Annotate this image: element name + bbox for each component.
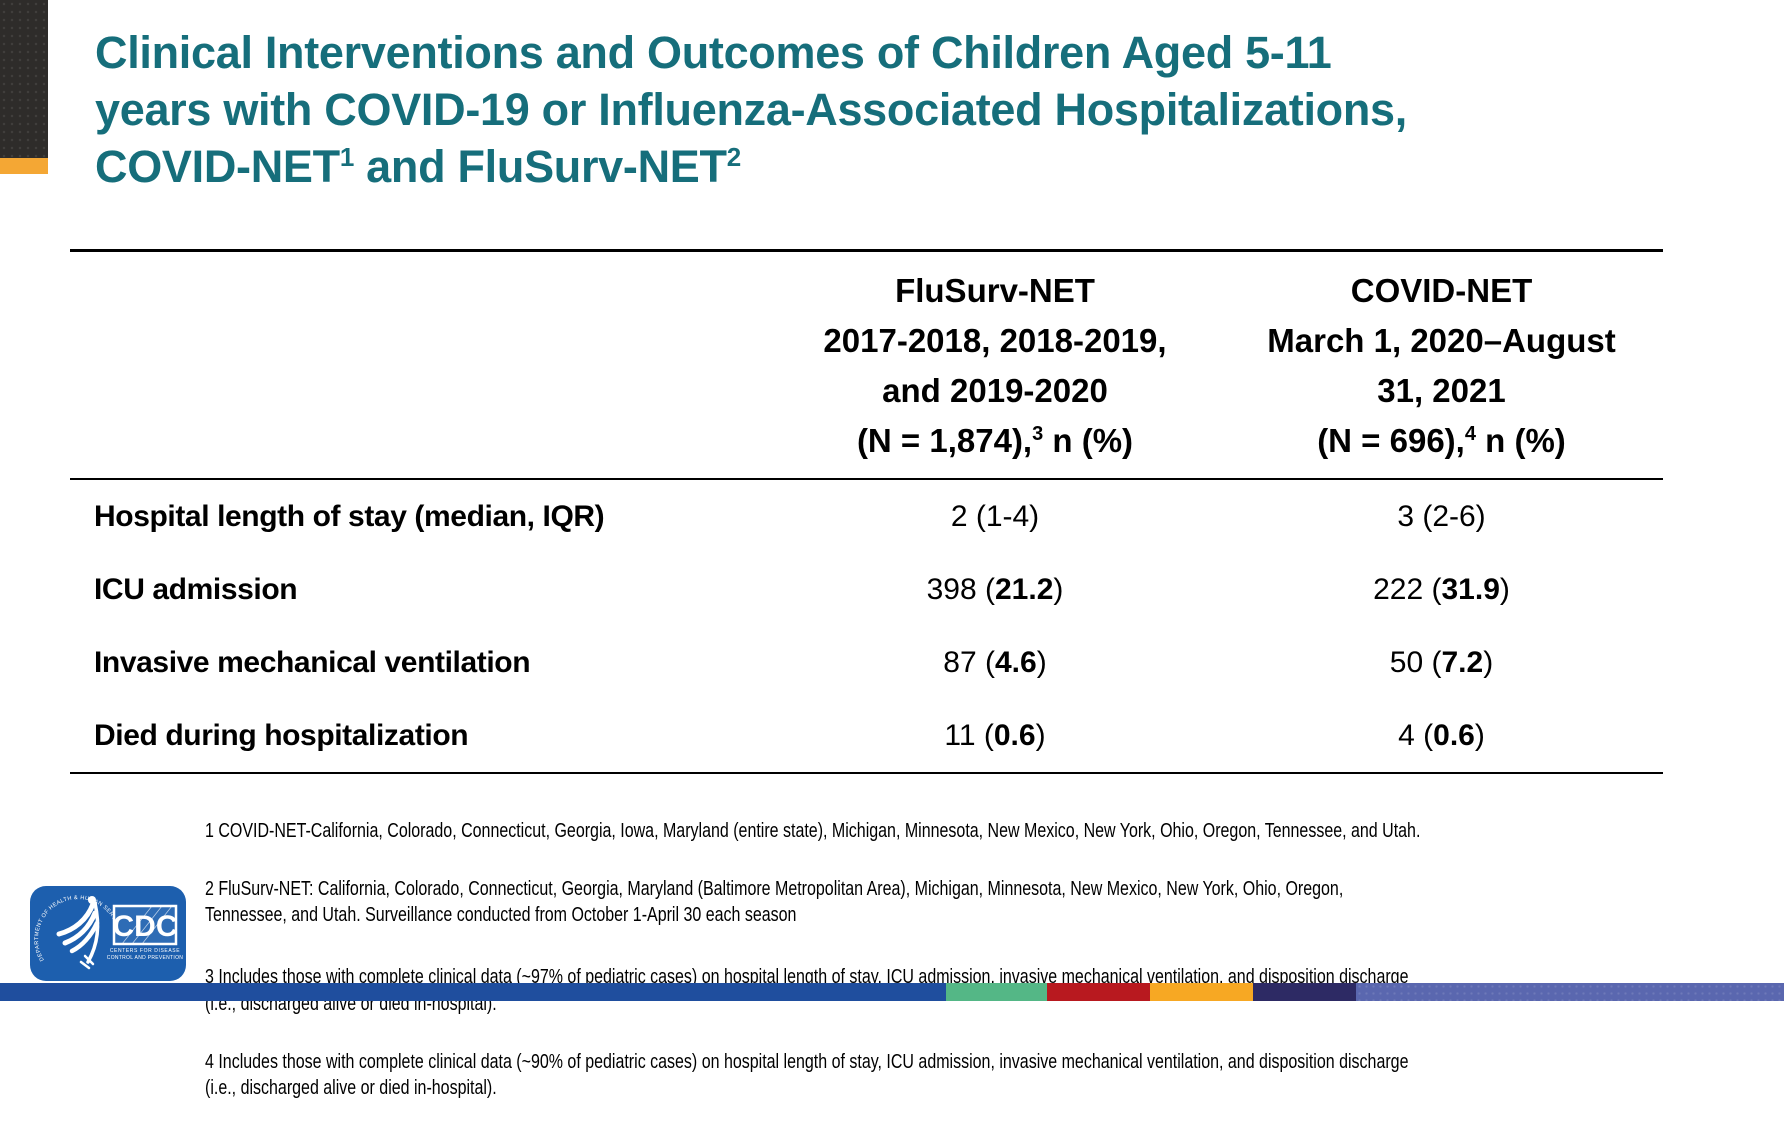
- flusurv-value: 2 (1-4): [950, 499, 1040, 533]
- cdc-logo: DEPARTMENT OF HEALTH & HUMAN SERVICES US…: [28, 882, 186, 981]
- outcomes-table: FluSurv-NET 2017-2018, 2018-2019, and 20…: [70, 249, 1663, 774]
- svg-text:CDC: CDC: [113, 910, 178, 943]
- table-header-row: FluSurv-NET 2017-2018, 2018-2019, and 20…: [70, 249, 1663, 480]
- footnotes: 1 COVID-NET-California, Colorado, Connec…: [205, 791, 1645, 1133]
- covid-value: 3 (2-6): [1397, 499, 1486, 533]
- flusurv-header-line2: 2017-2018, 2018-2019,: [823, 322, 1167, 359]
- covid-header-line3: 31, 2021: [1377, 372, 1506, 409]
- left-accent-orange-bar: [0, 158, 48, 174]
- footnote-2: 2 FluSurv-NET: California, Colorado, Con…: [205, 877, 1344, 927]
- title-superscript-1: 1: [339, 142, 354, 172]
- flusurv-header-line3: and 2019-2020: [882, 372, 1108, 409]
- cdc-wordmark: CDC CENTERS FOR DISEASE CONTROL AND PREV…: [107, 904, 184, 961]
- covid-value: 50 (7.2): [1389, 645, 1494, 679]
- table-row-mechanical-ventilation: Invasive mechanical ventilation 87 (4.6)…: [70, 626, 1663, 699]
- covid-value: 222 (31.9): [1373, 572, 1510, 606]
- title-line-3: COVID-NET1 and FluSurv-NET2: [95, 138, 1460, 195]
- svg-text:CENTERS FOR DISEASE: CENTERS FOR DISEASE: [110, 948, 180, 954]
- flusurv-value: 87 (4.6): [943, 645, 1047, 679]
- flusurv-value: 11 (0.6): [944, 718, 1046, 752]
- header-spacer-cell: [70, 266, 770, 466]
- svg-text:CONTROL AND PREVENTION: CONTROL AND PREVENTION: [107, 955, 184, 961]
- title-line-2: years with COVID-19 or Influenza-Associa…: [95, 84, 1407, 135]
- left-accent-dark-bar: [0, 0, 48, 158]
- flusurv-footnote-ref: 3: [1032, 423, 1044, 445]
- table-row-length-of-stay: Hospital length of stay (median, IQR) 2 …: [70, 480, 1663, 553]
- column-header-flusurv-net: FluSurv-NET 2017-2018, 2018-2019, and 20…: [770, 266, 1220, 466]
- title-line-3-text2: and FluSurv-NET: [353, 141, 727, 192]
- row-label: Invasive mechanical ventilation: [94, 645, 531, 679]
- covid-header-n: (N = 696),4 n (%): [1317, 422, 1566, 459]
- bar-segment-green: [946, 983, 1047, 1001]
- bar-segment-blue: [0, 983, 946, 1001]
- title-superscript-2: 2: [726, 142, 741, 172]
- bar-segment-periwinkle: [1356, 983, 1784, 1001]
- table-row-icu-admission: ICU admission 398 (21.2) 222 (31.9): [70, 553, 1663, 626]
- footnote-4: 4 Includes those with complete clinical …: [205, 1050, 1409, 1100]
- hhs-eagle-icon: [56, 896, 100, 970]
- covid-header-line2: March 1, 2020–August: [1267, 322, 1616, 359]
- title-line-1: Clinical Interventions and Outcomes of C…: [95, 27, 1332, 78]
- bar-segment-orange: [1150, 983, 1253, 1001]
- bottom-color-bar: [0, 983, 1784, 1001]
- covid-value: 4 (0.6): [1398, 718, 1485, 752]
- flusurv-header-n: (N = 1,874),3 n (%): [856, 422, 1134, 459]
- slide-title: Clinical Interventions and Outcomes of C…: [95, 24, 1460, 195]
- footnote-1: 1 COVID-NET-California, Colorado, Connec…: [205, 819, 1421, 842]
- row-label: Died during hospitalization: [94, 718, 469, 752]
- bar-segment-red: [1047, 983, 1150, 1001]
- table-row-died-during-hospitalization: Died during hospitalization 11 (0.6) 4 (…: [70, 699, 1663, 774]
- row-label: ICU admission: [94, 572, 298, 606]
- covid-header-line1: COVID-NET: [1350, 272, 1533, 309]
- column-header-covid-net: COVID-NET March 1, 2020–August 31, 2021 …: [1220, 266, 1663, 466]
- flusurv-header-line1: FluSurv-NET: [895, 272, 1095, 309]
- flusurv-value: 398 (21.2): [926, 572, 1064, 606]
- covid-footnote-ref: 4: [1464, 423, 1476, 445]
- row-label: Hospital length of stay (median, IQR): [94, 499, 605, 533]
- title-line-3-text: COVID-NET: [95, 141, 340, 192]
- bar-segment-navy: [1253, 983, 1356, 1001]
